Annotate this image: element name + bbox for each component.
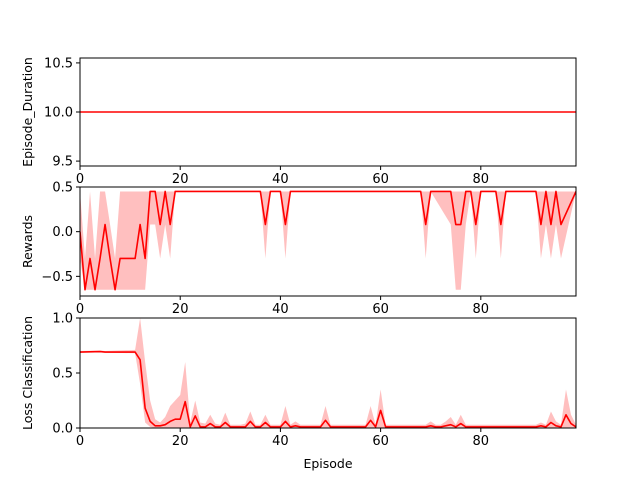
mean-line-layer xyxy=(80,190,576,291)
x-ticks: 0 20 40 60 80 xyxy=(76,428,489,449)
x-tick-label: 40 xyxy=(272,172,289,187)
axes-frame xyxy=(79,186,577,297)
x-tick-label: 20 xyxy=(172,172,189,187)
y-tick-label: 0.5 xyxy=(52,367,73,382)
mean-line xyxy=(80,190,576,291)
x-tick-label: 0 xyxy=(76,434,84,449)
y-axis-label: Rewards xyxy=(20,215,35,268)
confidence-band-layer xyxy=(80,191,576,290)
x-tick-label: 80 xyxy=(473,172,490,187)
x-tick-label: 40 xyxy=(272,434,289,449)
x-tick-label: 60 xyxy=(372,434,389,449)
y-ticks: 0.0 0.5 1.0 xyxy=(52,312,80,437)
confidence-band xyxy=(80,191,576,290)
subplot-rewards: 0 20 40 60 80 −0.5 0.0 0.5 Rewards xyxy=(20,181,577,317)
mean-line-layer xyxy=(80,350,576,428)
x-tick-label: 0 xyxy=(76,302,84,317)
y-tick-label: 9.5 xyxy=(52,155,73,170)
x-tick-label: 80 xyxy=(473,434,490,449)
y-tick-label: 1.0 xyxy=(52,312,73,327)
x-tick-label: 40 xyxy=(272,302,289,317)
x-ticks: 0 20 40 60 80 xyxy=(76,166,489,187)
y-axis-label: Loss Classification xyxy=(20,316,35,430)
y-tick-label: 10.5 xyxy=(44,56,73,71)
x-ticks: 0 20 40 60 80 xyxy=(76,296,489,317)
x-tick-label: 60 xyxy=(372,302,389,317)
x-tick-label: 20 xyxy=(172,302,189,317)
y-ticks: −0.5 0.0 0.5 xyxy=(41,181,80,285)
x-axis-label: Episode xyxy=(303,456,352,471)
subplot-episode-duration: 0 20 40 60 80 9.5 10.0 10.5 Episode_Duration xyxy=(20,56,577,187)
mean-line xyxy=(80,350,576,428)
y-tick-label: 10.0 xyxy=(44,106,73,121)
y-ticks: 9.5 10.0 10.5 xyxy=(44,56,80,170)
x-tick-label: 60 xyxy=(372,172,389,187)
y-tick-label: 0.0 xyxy=(52,225,73,240)
x-tick-label: 80 xyxy=(473,302,490,317)
subplot-loss-classification: 0 20 40 60 80 0.00.51.0 Loss Classification … xyxy=(20,312,577,471)
y-tick-label: −0.5 xyxy=(41,270,73,285)
x-tick-label: 0 xyxy=(76,172,84,187)
y-tick-label: 0.5 xyxy=(52,181,73,196)
y-axis-label: Episode_Duration xyxy=(20,57,35,167)
x-tick-label: 20 xyxy=(172,434,189,449)
y-tick-label: 0.0 xyxy=(52,422,73,437)
